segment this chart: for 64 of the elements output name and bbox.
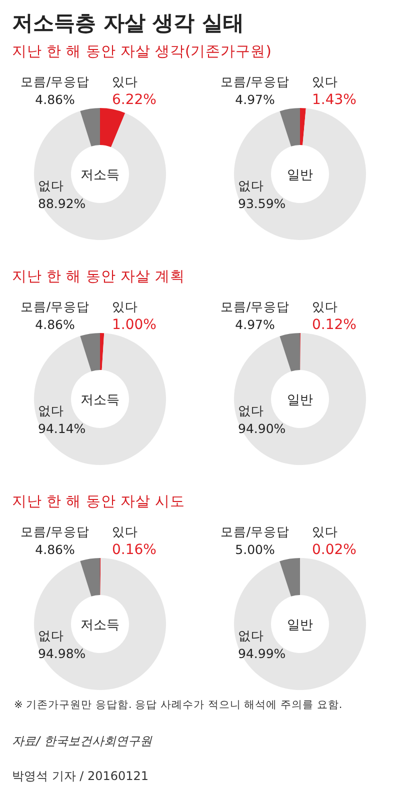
text: 박영석 기자 / 20160121 <box>12 769 149 783</box>
donut-slice <box>234 333 366 465</box>
slice-label: 있다 <box>112 74 138 89</box>
slice-label: 있다 <box>112 524 138 539</box>
chart-subtitle: 지난 한 해 동안 자살 시도 <box>12 494 186 510</box>
data-label: 4.86% <box>35 542 75 557</box>
donut-slice <box>234 108 366 240</box>
slice-label: 모름/무응답 <box>220 299 290 314</box>
data-label: 94.90% <box>238 421 286 436</box>
data-label: 94.99% <box>238 646 286 661</box>
text: 저소득 <box>80 393 120 408</box>
text: 일반 <box>287 618 313 633</box>
data-label: 94.14% <box>38 421 86 436</box>
text: 일반 <box>287 393 313 408</box>
slice-label: 없다 <box>238 628 264 643</box>
donut-slice <box>34 333 166 465</box>
data-label: 4.97% <box>235 92 275 107</box>
slice-label: 있다 <box>312 74 338 89</box>
slice-label: 있다 <box>312 299 338 314</box>
data-label: 6.22% <box>112 92 156 108</box>
data-label: 1.43% <box>312 92 356 108</box>
text: 자료/ 한국보건사회연구원 <box>12 734 153 748</box>
data-label: 4.86% <box>35 92 75 107</box>
data-label: 0.02% <box>312 542 356 558</box>
slice-label: 없다 <box>238 403 264 418</box>
text: ※ 기존가구원만 응답함. 응답 사례수가 적으니 해석에 주의를 요함. <box>14 699 342 711</box>
slice-label: 없다 <box>38 178 64 193</box>
chart-subtitle: 지난 한 해 동안 자살 계획 <box>12 269 186 285</box>
slice-label: 있다 <box>112 299 138 314</box>
donut-slice <box>300 108 306 146</box>
data-label: 88.92% <box>38 196 86 211</box>
text: 일반 <box>287 168 313 183</box>
donut-slice <box>100 333 104 370</box>
data-label: 0.16% <box>112 542 156 558</box>
data-label: 94.98% <box>38 646 86 661</box>
data-label: 4.86% <box>35 317 75 332</box>
slice-label: 모름/무응답 <box>220 74 290 89</box>
slice-label: 모름/무응답 <box>20 299 90 314</box>
donut-slice <box>280 108 300 146</box>
data-label: 4.97% <box>235 317 275 332</box>
donut-slice <box>100 108 126 148</box>
data-label: 1.00% <box>112 317 156 333</box>
donut-slice <box>80 108 100 146</box>
data-label: 93.59% <box>238 196 286 211</box>
donut-slice <box>280 333 300 372</box>
text: 저소득층 자살 생각 실태 <box>12 11 244 35</box>
chart-subtitle: 지난 한 해 동안 자살 생각(기존가구원) <box>12 44 272 60</box>
donut-slice <box>234 558 366 690</box>
donut-slice <box>80 333 100 372</box>
slice-label: 없다 <box>38 628 64 643</box>
donut-slice <box>280 558 300 596</box>
text: 저소득 <box>80 168 120 183</box>
text: 저소득 <box>80 618 120 633</box>
slice-label: 모름/무응답 <box>220 524 290 539</box>
donut-slice <box>34 558 166 690</box>
slice-label: 모름/무응답 <box>20 524 90 539</box>
donut-slice <box>80 558 100 596</box>
data-label: 0.12% <box>312 317 356 333</box>
slice-label: 있다 <box>312 524 338 539</box>
donut-slice <box>34 111 166 240</box>
slice-label: 없다 <box>38 403 64 418</box>
slice-label: 없다 <box>238 178 264 193</box>
data-label: 5.00% <box>235 542 275 557</box>
slice-label: 모름/무응답 <box>20 74 90 89</box>
